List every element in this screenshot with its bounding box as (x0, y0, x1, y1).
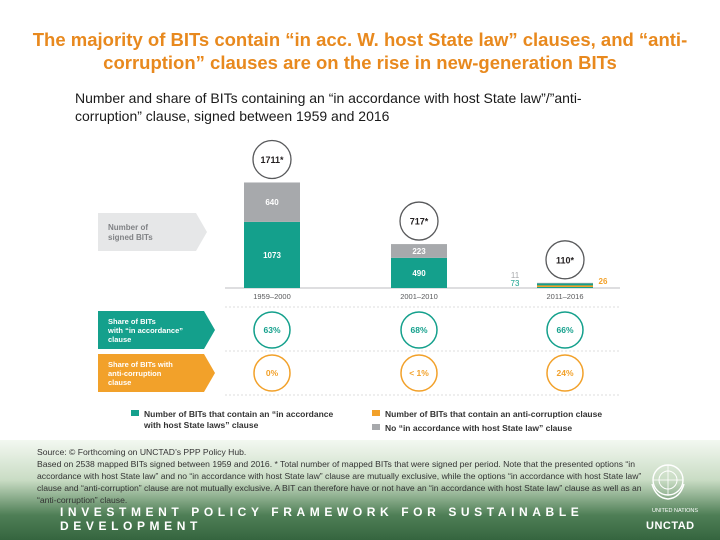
row-label-anticorruption-line2: anti-corruption (108, 369, 162, 378)
category-label: 2001–2010 (400, 292, 438, 301)
share-anti-corruption-circle (546, 354, 584, 392)
share-in-accordance-circle (400, 311, 438, 349)
total-bubble (252, 139, 292, 180)
share-anti-corruption-label: 24% (556, 368, 573, 378)
data-label-in-accordance: 73 (511, 279, 520, 288)
row-label-accordance-line1: Share of BITs (108, 317, 156, 326)
source-note: Source: © Forthcoming on UNCTAD’s PPP Po… (37, 446, 647, 506)
total-label: 717* (410, 217, 429, 227)
slide-title: The majority of BITs contain “in acc. W.… (32, 29, 688, 73)
legend-no-in-accordance: No “in accordance with host State law” c… (385, 423, 572, 433)
footer-tagline: INVESTMENT POLICY FRAMEWORK FOR SUSTAINA… (60, 505, 584, 533)
row-label-anticorruption-line1: Share of BITs with (108, 360, 173, 369)
data-label-no-in-accordance: 223 (412, 247, 426, 256)
row-label-accordance-line3: clause (108, 335, 131, 344)
legend-in-accordance-line2: with host State laws” clause (143, 420, 259, 430)
legend-swatch-no-in-accordance (372, 424, 380, 430)
source-note-text: Based on 2538 mapped BITs signed between… (37, 459, 642, 505)
row-label-number-arrow (98, 213, 207, 251)
legend-swatch-anti-corruption (372, 410, 380, 416)
data-label-no-in-accordance: 640 (265, 198, 279, 207)
source-line: Source: © Forthcoming on UNCTAD’s PPP Po… (37, 447, 247, 457)
footer-band (0, 440, 720, 540)
data-label-in-accordance: 1073 (263, 251, 281, 260)
row-label-number-line1: Number of (108, 223, 148, 232)
bar-no-in-accordance (391, 244, 447, 258)
unctad-logo-text: UNCTAD (646, 520, 695, 532)
bar-in-accordance (391, 257, 447, 288)
bar-no-in-accordance (244, 182, 300, 222)
share-anti-corruption-circle (253, 354, 291, 392)
total-label: 110* (556, 255, 575, 265)
chart-subtitle: Number and share of BITs containing an “… (75, 90, 582, 124)
share-in-accordance-label: 68% (410, 325, 427, 335)
data-label-in-accordance: 490 (412, 269, 426, 278)
share-in-accordance-circle (253, 311, 291, 349)
row-label-accordance-line2: with “in accordance” (107, 326, 183, 335)
bar-anti-corruption (537, 285, 593, 287)
share-in-accordance-circle (546, 311, 584, 349)
category-label: 1959–2000 (253, 292, 291, 301)
share-anti-corruption-label: 0% (266, 368, 279, 378)
category-label: 2011–2016 (547, 292, 584, 301)
un-emblem-icon (651, 464, 685, 500)
bit-chart: Number of signed BITs Share of BITs with… (98, 139, 620, 433)
row-label-anticorruption-line3: clause (108, 378, 131, 387)
share-in-accordance-label: 66% (556, 325, 573, 335)
share-in-accordance-label: 63% (263, 325, 280, 335)
row-label-number-line2: signed BITs (108, 233, 153, 242)
row-label-anticorruption-arrow (98, 354, 215, 392)
legend-swatch-in-accordance (131, 410, 139, 416)
un-text: UNITED NATIONS (652, 508, 699, 514)
share-anti-corruption-circle (400, 354, 438, 392)
total-bubble (399, 201, 439, 241)
bar-no-in-accordance (537, 282, 593, 284)
data-label-anti-corruption: 26 (599, 277, 608, 286)
total-label: 1711* (260, 155, 284, 165)
legend-anti-corruption: Number of BITs that contain an anti-corr… (385, 409, 602, 419)
row-label-accordance-arrow (98, 311, 215, 349)
bar-in-accordance (244, 221, 300, 288)
data-label-no-in-accordance: 11 (511, 271, 520, 280)
total-bubble (545, 240, 585, 280)
legend-in-accordance-line1: Number of BITs that contain an “in accor… (144, 409, 334, 419)
share-anti-corruption-label: < 1% (409, 368, 429, 378)
